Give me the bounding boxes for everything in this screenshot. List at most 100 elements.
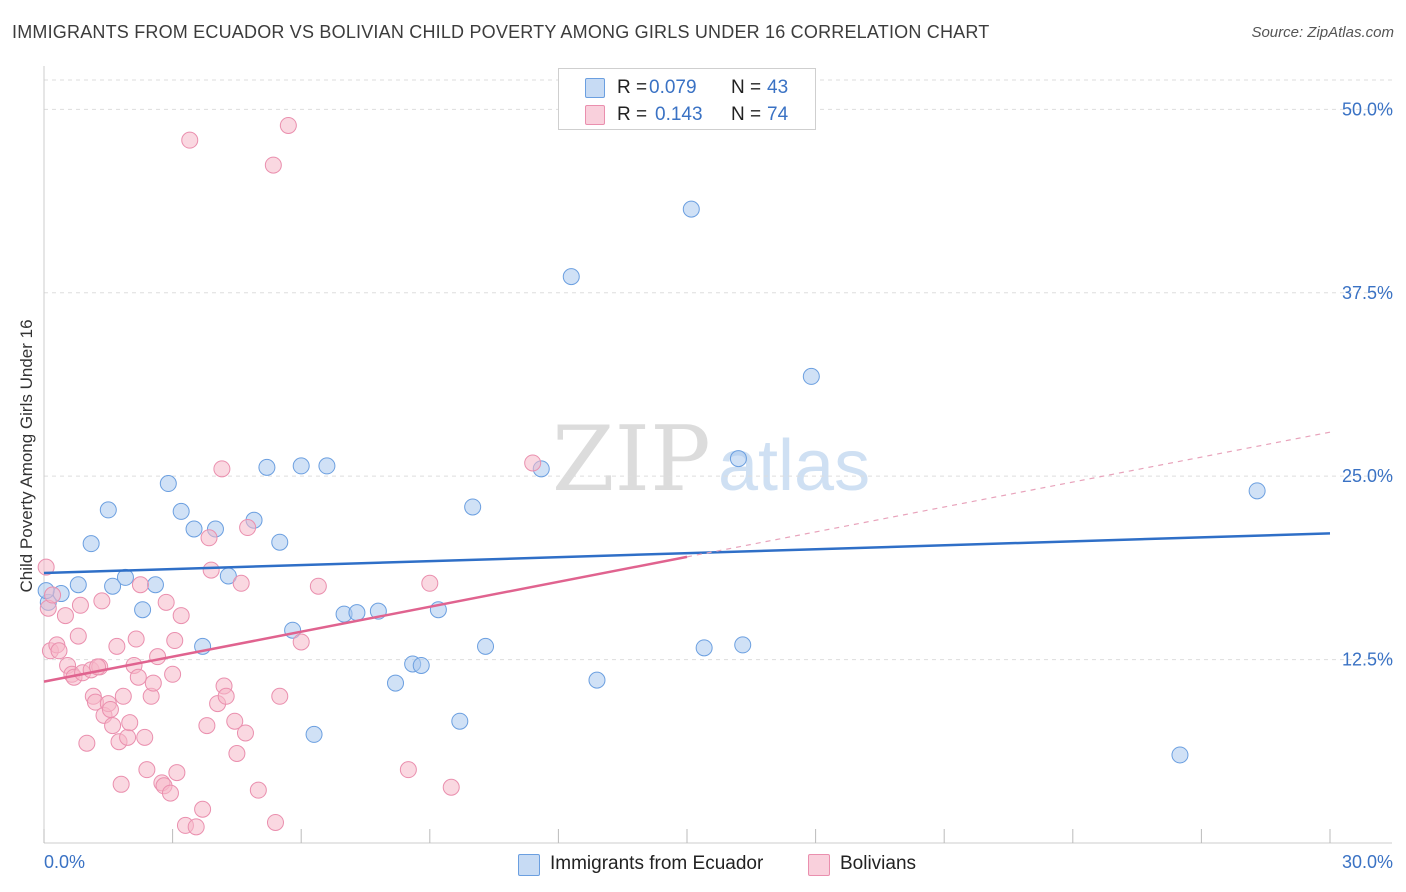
bolivian-point bbox=[157, 593, 175, 611]
ecuador-point bbox=[305, 725, 323, 743]
bolivian-point bbox=[200, 529, 218, 547]
bolivian-point bbox=[442, 778, 460, 796]
bolivian-point bbox=[138, 761, 156, 779]
bolivian-trend-line bbox=[43, 555, 688, 683]
bolivian-point bbox=[226, 712, 244, 730]
ecuador-point bbox=[477, 637, 495, 655]
correlation-legend: R = 0.079 N = 43 R = 0.143 N = 74 bbox=[558, 68, 816, 130]
ecuador-point bbox=[172, 502, 190, 520]
bolivian-point bbox=[292, 633, 310, 651]
bolivian-point bbox=[78, 734, 96, 752]
y-tick-label: 50.0% bbox=[1342, 99, 1393, 119]
legend-swatch-ecuador bbox=[585, 78, 605, 98]
y-tick-label: 25.0% bbox=[1342, 466, 1393, 486]
series-label-bolivians: Bolivians bbox=[840, 853, 917, 874]
x-tick-label: 0.0% bbox=[44, 852, 85, 872]
legend-r-value: 0.079 bbox=[649, 77, 697, 98]
bolivian-point bbox=[129, 668, 147, 686]
watermark-zip: ZIP bbox=[552, 407, 711, 512]
ecuador-point bbox=[412, 656, 430, 674]
bolivian-point bbox=[172, 607, 190, 625]
ecuador-point bbox=[451, 712, 469, 730]
bolivian-point bbox=[136, 728, 154, 746]
bolivian-point bbox=[144, 674, 162, 692]
ecuador-point bbox=[588, 671, 606, 689]
bolivian-point bbox=[101, 700, 119, 718]
legend-swatch-bolivians bbox=[585, 105, 605, 125]
ecuador-point bbox=[695, 639, 713, 657]
bolivian-point bbox=[202, 561, 220, 579]
bolivian-point bbox=[181, 131, 199, 149]
bolivian-point bbox=[198, 717, 216, 735]
bolivian-point bbox=[37, 558, 55, 576]
y-tick-label: 12.5% bbox=[1342, 650, 1393, 670]
bolivian-point bbox=[264, 156, 282, 174]
ecuador-point bbox=[562, 268, 580, 286]
legend-r-value: 0.143 bbox=[655, 104, 703, 125]
ecuador-point bbox=[185, 520, 203, 538]
bolivian-point bbox=[168, 764, 186, 782]
ecuador-point bbox=[69, 576, 87, 594]
bolivian-point bbox=[213, 460, 231, 478]
legend-r-label: R = bbox=[617, 77, 648, 98]
bolivian-point bbox=[236, 724, 254, 742]
ecuador-point bbox=[104, 577, 122, 595]
series-swatch-bolivians bbox=[808, 854, 830, 876]
bolivian-point bbox=[149, 648, 167, 666]
ecuador-point bbox=[292, 457, 310, 475]
ecuador-point bbox=[258, 458, 276, 476]
ecuador-point bbox=[734, 636, 752, 654]
legend-n-value: 43 bbox=[767, 77, 789, 98]
bolivian-point bbox=[131, 576, 149, 594]
series-swatch-ecuador bbox=[518, 854, 540, 876]
ecuador-point bbox=[464, 498, 482, 516]
ecuador-point bbox=[271, 533, 289, 551]
legend-n-label: N = bbox=[731, 104, 762, 125]
ecuador-point bbox=[802, 367, 820, 385]
bolivian-point bbox=[112, 775, 130, 793]
bolivian-point bbox=[271, 687, 289, 705]
series-label-ecuador: Immigrants from Ecuador bbox=[550, 853, 764, 874]
y-tick-label: 37.5% bbox=[1342, 283, 1393, 303]
bolivian-point bbox=[104, 717, 122, 735]
bolivian-point bbox=[50, 642, 68, 660]
bolivian-point bbox=[71, 596, 89, 614]
y-axis-label: Child Poverty Among Girls Under 16 bbox=[17, 319, 36, 593]
bolivian-point bbox=[309, 577, 327, 595]
bolivian-point bbox=[93, 592, 111, 610]
ecuador-point bbox=[1171, 746, 1189, 764]
bolivian-point bbox=[114, 687, 132, 705]
bolivian-point bbox=[127, 630, 145, 648]
legend-r-label: R = bbox=[617, 104, 648, 125]
bolivian-point bbox=[421, 574, 439, 592]
bolivian-point bbox=[279, 116, 297, 134]
ecuador-point bbox=[82, 535, 100, 553]
bolivian-point bbox=[524, 454, 542, 472]
bolivian-point bbox=[164, 665, 182, 683]
bolivian-point bbox=[56, 607, 74, 625]
ecuador-point bbox=[159, 475, 177, 493]
ecuador-point bbox=[348, 604, 366, 622]
ecuador-trend-line bbox=[43, 532, 1331, 575]
source-credit: Source: ZipAtlas.com bbox=[1251, 24, 1394, 41]
bolivian-point bbox=[187, 818, 205, 836]
bolivian-point bbox=[228, 744, 246, 762]
bolivian-point bbox=[121, 714, 139, 732]
legend-n-value: 74 bbox=[767, 104, 789, 125]
ecuador-point bbox=[729, 450, 747, 468]
bolivian-point bbox=[108, 637, 126, 655]
bolivian-point bbox=[69, 627, 87, 645]
ecuador-point bbox=[387, 674, 405, 692]
bolivian-point bbox=[217, 687, 235, 705]
watermark-atlas: atlas bbox=[718, 426, 870, 506]
ecuador-point bbox=[99, 501, 117, 519]
bolivian-point bbox=[232, 574, 250, 592]
bolivian-point bbox=[119, 728, 137, 746]
x-tick-label: 30.0% bbox=[1342, 852, 1393, 872]
chart-title: IMMIGRANTS FROM ECUADOR VS BOLIVIAN CHIL… bbox=[12, 22, 990, 42]
bolivian-point bbox=[266, 813, 284, 831]
bolivian-point bbox=[161, 784, 179, 802]
ecuador-point bbox=[146, 576, 164, 594]
ecuador-point bbox=[318, 457, 336, 475]
